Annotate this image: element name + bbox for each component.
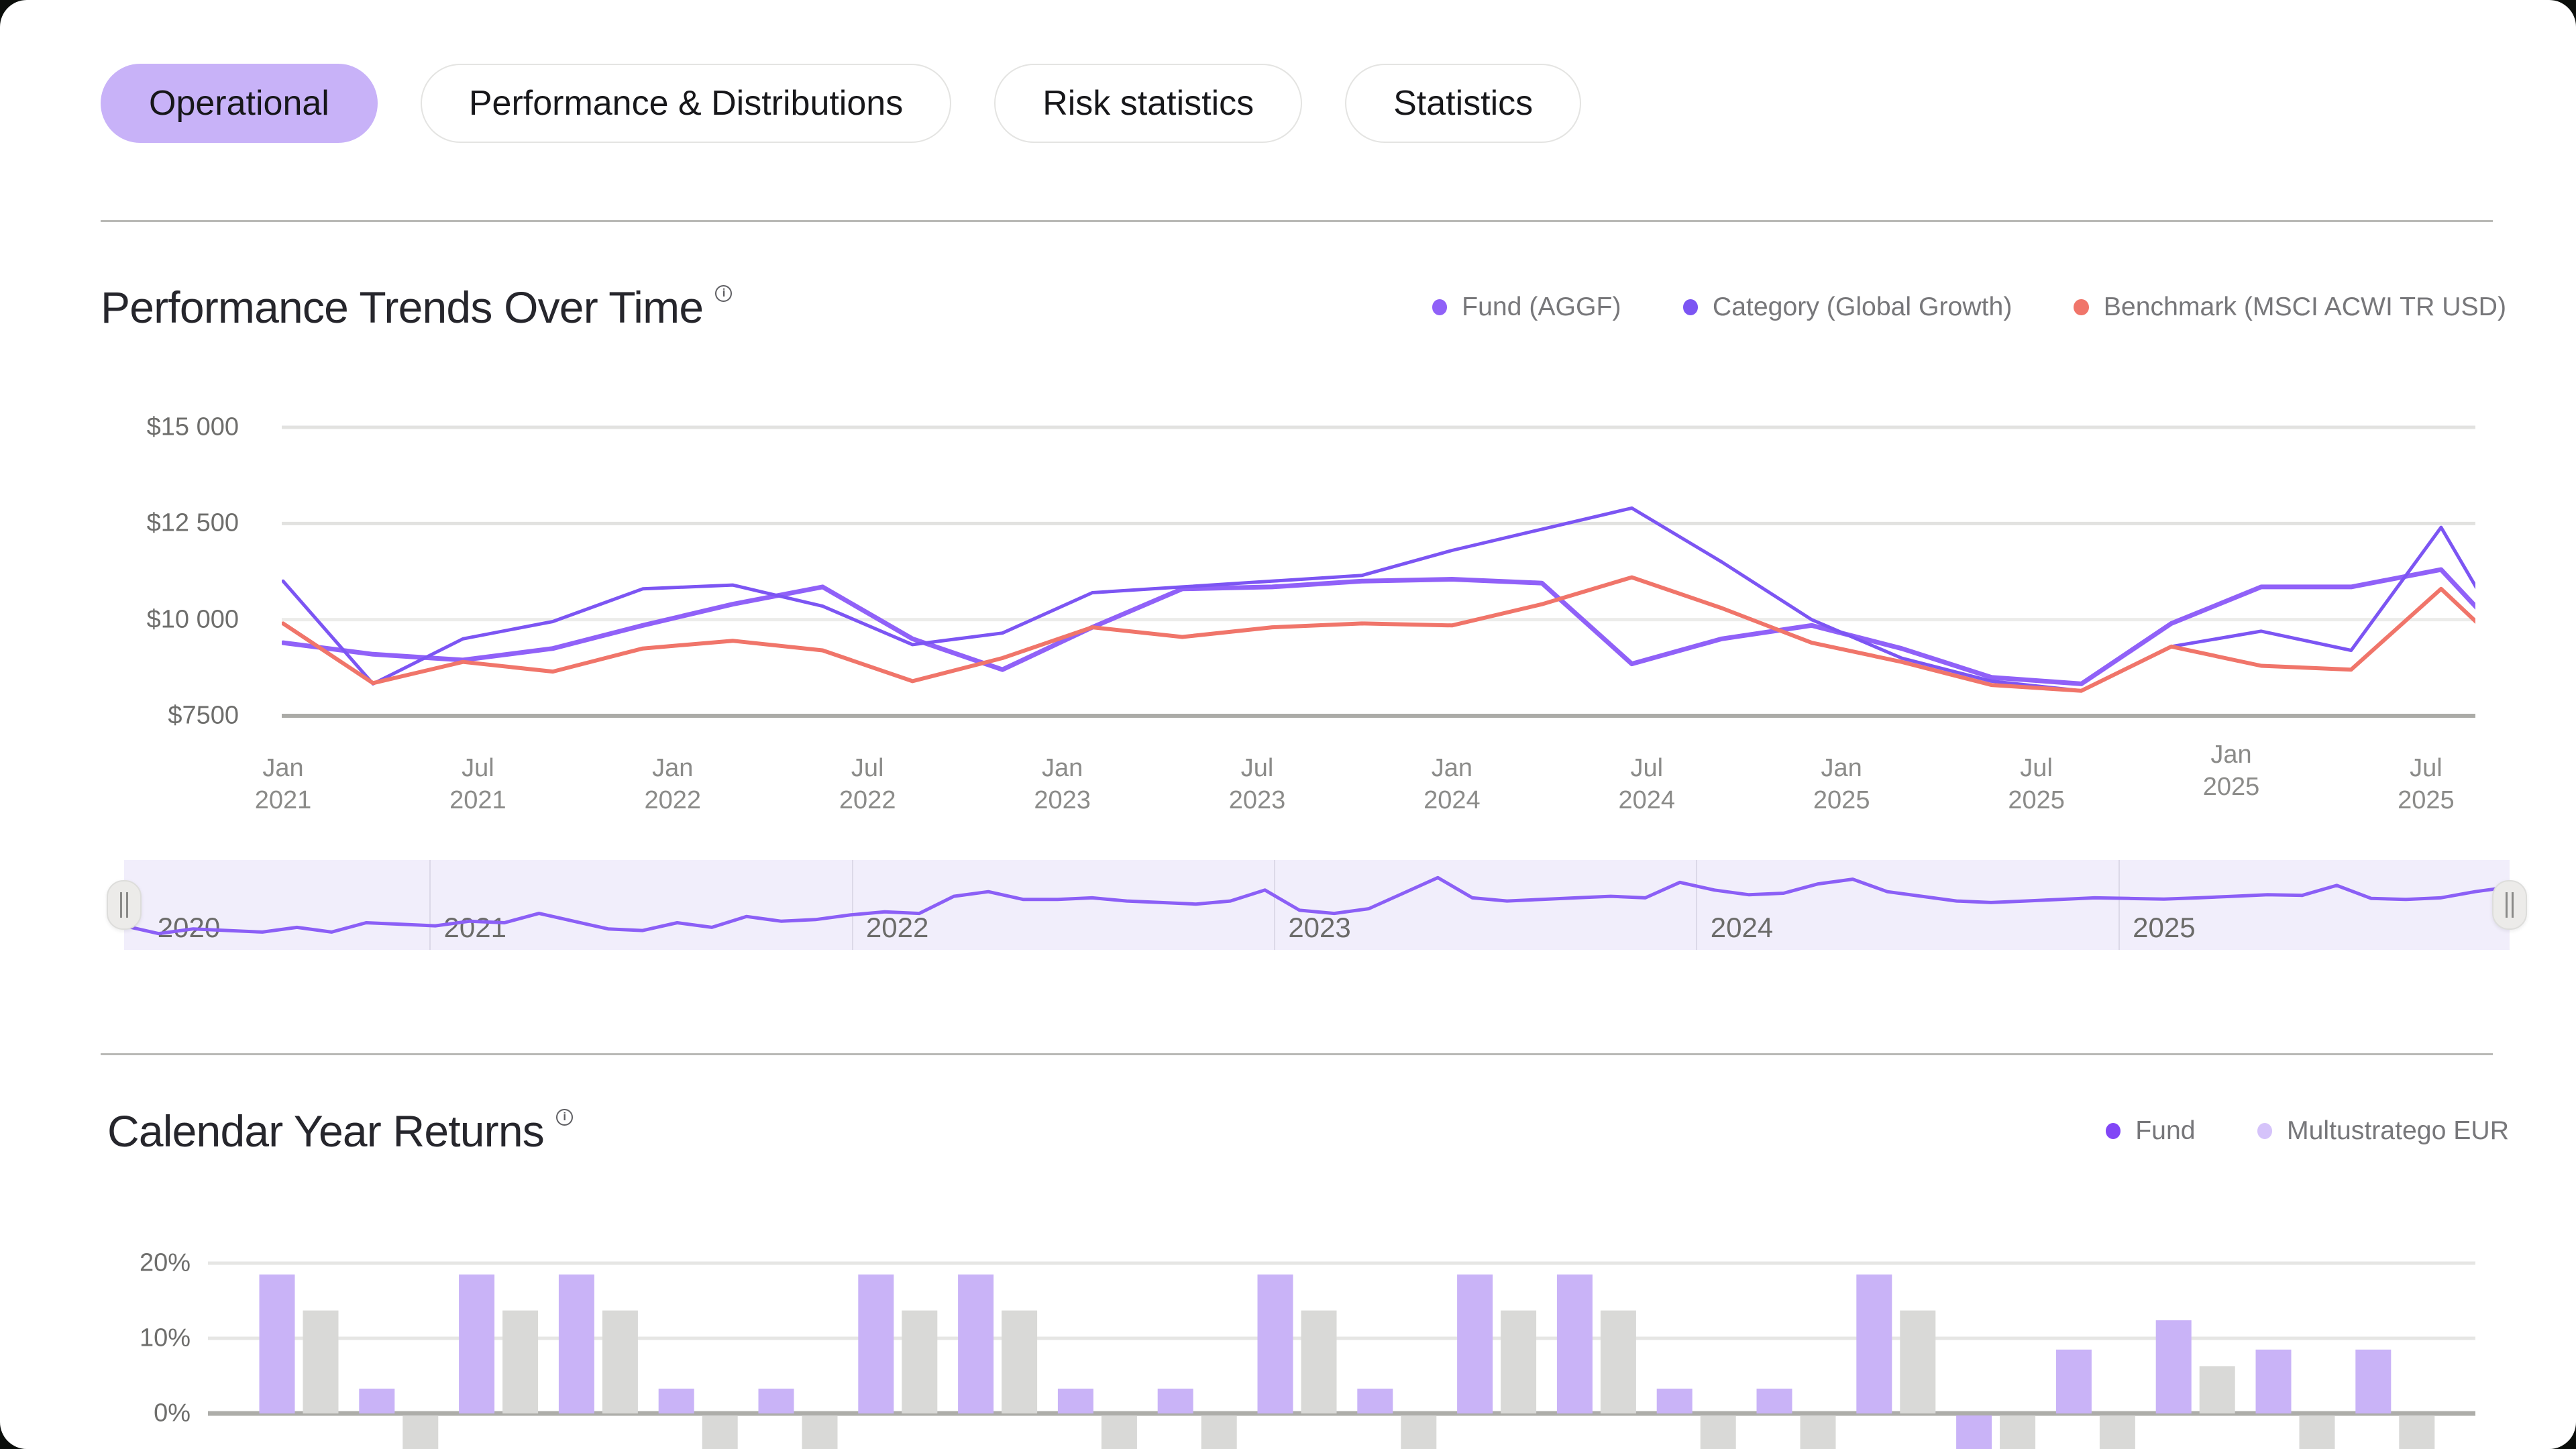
- trends-title-text: Performance Trends Over Time: [101, 282, 704, 332]
- y-axis-label: $7500: [168, 701, 239, 730]
- trends-line-chart: [282, 425, 2475, 718]
- calendar-y-axis: 20% 10% 0%: [0, 1248, 191, 1449]
- x-axis-label: Jul 2025: [2008, 754, 2065, 814]
- trends-legend: Fund (AGGF) Category (Global Growth) Bench…: [1432, 292, 2506, 322]
- calendar-returns-chart: 20% 10% 0%: [0, 1248, 2576, 1449]
- calendar-bar-chart: [208, 1261, 2475, 1449]
- legend-item[interactable]: Benchmark (MSCI ACWI TR USD): [2074, 292, 2506, 322]
- trends-x-axis: Jan 2021 Jul 2021 Jan 2022 Jul 2022 Jan 2023 Jul 20…: [255, 741, 2475, 817]
- brush-year-label: 2020: [157, 912, 221, 944]
- x-axis-label: Jul 2025: [2398, 754, 2455, 814]
- legend-item[interactable]: Fund (AGGF): [1432, 292, 1621, 322]
- brush-handle-right[interactable]: [2492, 880, 2527, 930]
- legend-dot-icon: [2074, 299, 2089, 315]
- x-axis-label: Jan 2025: [1813, 754, 1870, 814]
- brush-year-label: 2022: [865, 912, 929, 944]
- calendar-returns-title-text: Calendar Year Returns: [107, 1106, 545, 1156]
- legend-label: Fund: [2135, 1116, 2196, 1145]
- x-axis-label: Jul 2023: [1228, 754, 1286, 814]
- legend-dot-icon: [2257, 1123, 2272, 1139]
- y-axis-label: 20%: [139, 1248, 191, 1277]
- y-axis-label: 10%: [139, 1324, 191, 1352]
- x-axis-label: Jan 2024: [1424, 754, 1481, 814]
- legend-item[interactable]: Category (Global Growth): [1682, 292, 2012, 322]
- brush-year-separator: [851, 860, 853, 950]
- section-divider-bottom: [101, 1053, 2493, 1055]
- brush-year-label: 2025: [2133, 912, 2196, 944]
- trends-y-axis: $15 000 $12 500 $10 000 $7500: [0, 402, 239, 742]
- legend-label: Multustratego EUR: [2286, 1116, 2509, 1145]
- x-axis-label: Jul 2024: [1618, 754, 1676, 814]
- legend-dot-icon: [1432, 299, 1448, 315]
- calendar-returns-title: Calendar Year Returns i: [107, 1106, 573, 1157]
- brush-preview-line: [124, 875, 2510, 936]
- section-divider-top: [101, 220, 2493, 222]
- legend-label: Fund (AGGF): [1462, 292, 1621, 321]
- x-axis-label: Jan 2025: [2202, 741, 2260, 801]
- legend-dot-icon: [1682, 299, 1698, 315]
- y-axis-label: 0%: [154, 1399, 191, 1428]
- trends-title: Performance Trends Over Time i: [101, 282, 733, 333]
- x-axis-label: Jan 2021: [254, 754, 312, 814]
- brush-track[interactable]: 2020 2021 2022 2023 2024 2025: [124, 860, 2510, 950]
- brush-year-separator: [1273, 860, 1275, 950]
- tab-bar: Operational Performance & Distributions Ri…: [101, 64, 1582, 143]
- tab-performance-distributions[interactable]: Performance & Distributions: [420, 64, 952, 143]
- calendar-returns-legend: Fund Multustratego EUR: [2105, 1116, 2509, 1146]
- info-icon[interactable]: i: [715, 284, 733, 302]
- legend-item[interactable]: Fund: [2105, 1116, 2196, 1146]
- brush-year-separator: [1696, 860, 1698, 950]
- x-axis-label: Jul 2022: [839, 754, 896, 814]
- brush-year-label: 2023: [1288, 912, 1351, 944]
- time-range-brush[interactable]: 2020 2021 2022 2023 2024 2025: [107, 860, 2527, 950]
- x-axis-label: Jan 2023: [1034, 754, 1091, 814]
- info-icon[interactable]: i: [555, 1108, 573, 1126]
- calendar-returns-header: Calendar Year Returns i Fund Multustrateg…: [107, 1102, 2509, 1161]
- brush-year-separator: [2118, 860, 2120, 950]
- brush-year-separator: [429, 860, 431, 950]
- legend-item[interactable]: Multustratego EUR: [2257, 1116, 2509, 1146]
- tab-risk-statistics[interactable]: Risk statistics: [994, 64, 1303, 143]
- brush-year-label: 2024: [1710, 912, 1774, 944]
- legend-label: Benchmark (MSCI ACWI TR USD): [2103, 292, 2506, 321]
- legend-label: Category (Global Growth): [1712, 292, 2012, 321]
- x-axis-label: Jul 2021: [449, 754, 506, 814]
- brush-handle-left[interactable]: [107, 880, 142, 930]
- y-axis-label: $12 500: [146, 508, 239, 537]
- tab-statistics[interactable]: Statistics: [1345, 64, 1582, 143]
- legend-dot-icon: [2105, 1123, 2121, 1139]
- y-axis-label: $15 000: [146, 413, 239, 441]
- x-axis-label: Jan 2022: [644, 754, 702, 814]
- brush-year-label: 2021: [443, 912, 506, 944]
- trends-header: Performance Trends Over Time i Fund (AGG…: [101, 278, 2506, 337]
- tab-operational[interactable]: Operational: [101, 64, 378, 143]
- y-axis-label: $10 000: [146, 605, 239, 634]
- performance-trends-chart: $15 000 $12 500 $10 000 $7500 Jan 2021 Jul 202…: [0, 402, 2576, 814]
